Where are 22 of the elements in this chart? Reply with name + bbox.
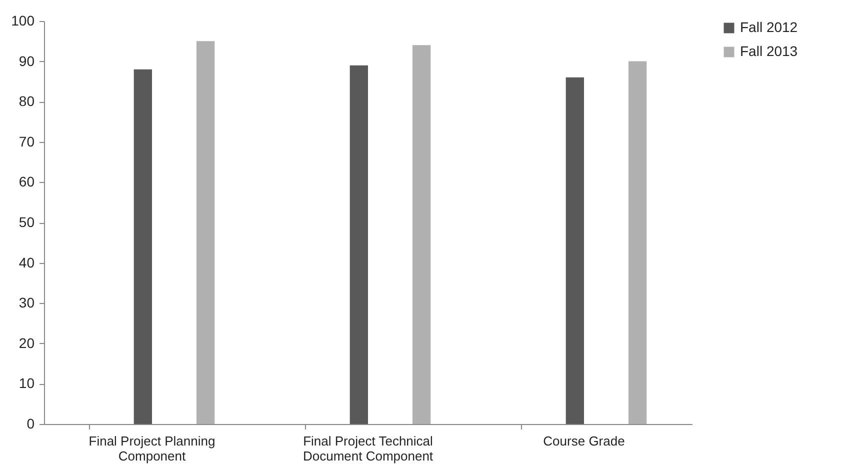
y-tick-label: 10 [18, 375, 35, 392]
x-tick-label: Final Project Technical Document Component [302, 434, 434, 464]
bar [350, 65, 368, 424]
y-tick-label: 30 [18, 294, 35, 311]
y-tick-label: 50 [18, 214, 35, 230]
bar [412, 45, 431, 424]
y-tick-label: 40 [18, 254, 35, 270]
bar [628, 61, 647, 424]
y-tick-label: 0 [26, 416, 35, 432]
bar [134, 69, 152, 424]
bar [566, 77, 584, 424]
legend-label: Fall 2013 [740, 43, 798, 59]
y-tick-label: 80 [18, 93, 35, 110]
bar [196, 41, 215, 424]
y-tick-label: 90 [18, 52, 35, 69]
x-tick-label: Course Grade [543, 434, 625, 448]
y-tick-label: 100 [11, 12, 35, 28]
y-tick-label: 70 [18, 133, 35, 150]
y-tick-label: 20 [18, 334, 35, 351]
x-tick-label: Final Project Planning Component [88, 434, 216, 464]
legend-label: Fall 2012 [740, 19, 798, 35]
y-tick-label: 60 [18, 174, 35, 190]
